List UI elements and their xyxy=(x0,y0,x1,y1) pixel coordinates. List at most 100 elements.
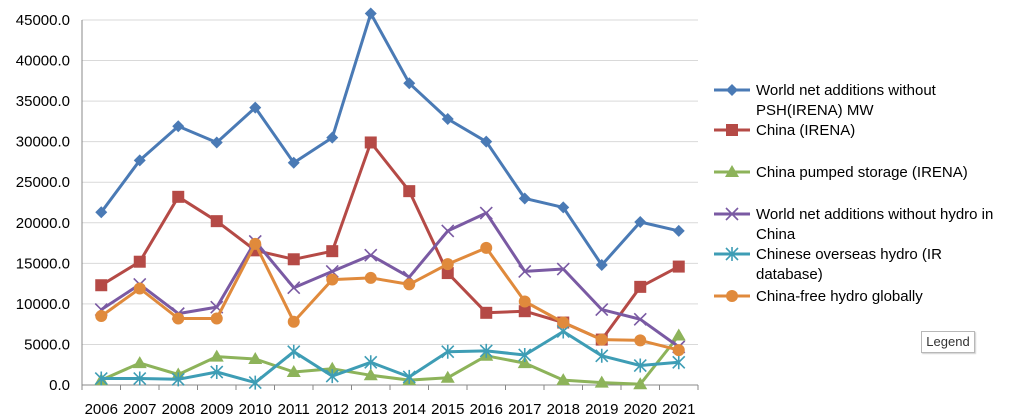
legend-marker xyxy=(725,207,739,221)
data-point xyxy=(133,282,146,295)
data-point xyxy=(441,224,455,238)
legend-label: World net additions without xyxy=(756,82,937,99)
legend-marker xyxy=(725,247,739,261)
data-point xyxy=(518,305,531,318)
y-tick-label: 45000.0 xyxy=(16,12,70,29)
y-tick-label: 15000.0 xyxy=(16,255,70,272)
legend-label: World net additions without hydro in xyxy=(756,206,993,223)
data-point xyxy=(403,278,416,291)
data-point xyxy=(479,206,493,220)
series-5 xyxy=(94,324,686,390)
legend: World net additions without PSH(IRENA) MW… xyxy=(714,82,993,305)
y-axis-ticks: 0.0 5000.0 10000.0 15000.0 20000.0 25000.0 300… xyxy=(16,12,70,394)
legend-label: Chinese overseas hydro (IR xyxy=(756,246,942,263)
x-tick-label: 2021 xyxy=(662,401,695,418)
data-point xyxy=(326,273,339,286)
legend-label: China xyxy=(756,226,796,243)
legend-button[interactable]: Legend xyxy=(921,331,975,353)
data-point xyxy=(518,264,532,279)
data-point xyxy=(594,375,609,388)
data-point xyxy=(595,258,608,271)
y-tick-label: 5000.0 xyxy=(24,336,70,353)
data-point xyxy=(210,365,224,380)
data-point xyxy=(403,185,416,198)
data-point xyxy=(171,372,185,387)
series-1 xyxy=(95,7,685,271)
x-tick-label: 2017 xyxy=(508,401,541,418)
data-point xyxy=(556,262,570,276)
data-point xyxy=(403,77,416,90)
data-point xyxy=(172,120,185,133)
data-point xyxy=(210,136,223,149)
data-point xyxy=(95,279,108,292)
data-point xyxy=(133,154,146,167)
series-6 xyxy=(95,237,685,357)
data-point xyxy=(518,347,532,362)
x-tick-label: 2018 xyxy=(547,401,580,418)
data-point xyxy=(287,156,300,169)
x-tick-label: 2008 xyxy=(162,401,195,418)
data-point xyxy=(286,365,301,378)
data-point xyxy=(209,349,224,362)
series-3 xyxy=(94,328,686,390)
legend-label: PSH(IRENA) MW xyxy=(756,102,874,119)
data-point xyxy=(363,368,378,381)
data-point xyxy=(287,281,301,295)
y-tick-label: 40000.0 xyxy=(16,53,70,70)
data-point xyxy=(634,334,647,347)
legend-label: database) xyxy=(756,266,823,283)
data-point xyxy=(364,355,378,370)
data-point xyxy=(326,245,339,258)
y-tick-label: 0.0 xyxy=(49,377,70,394)
data-point xyxy=(172,190,185,203)
y-tick-label: 20000.0 xyxy=(16,215,70,232)
data-point xyxy=(95,310,108,323)
data-point xyxy=(441,112,454,125)
data-point xyxy=(556,373,571,386)
legend-marker xyxy=(726,290,738,302)
x-axis: 2006 2007 2008 2009 2010 2011 2012 2013 2014 2015… xyxy=(81,20,699,418)
data-point xyxy=(671,328,686,341)
legend-item: China-free hydro globally xyxy=(714,288,923,305)
y-tick-label: 25000.0 xyxy=(16,174,70,191)
data-point xyxy=(633,377,648,390)
series-line xyxy=(100,141,680,342)
x-tick-label: 2009 xyxy=(200,401,233,418)
data-point xyxy=(210,312,223,325)
x-tick-label: 2016 xyxy=(470,401,503,418)
data-point xyxy=(441,267,454,280)
data-point xyxy=(132,356,147,369)
x-tick-label: 2012 xyxy=(316,401,349,418)
series-line xyxy=(100,334,680,386)
legend-label: China pumped storage (IRENA) xyxy=(756,164,968,181)
data-point xyxy=(364,7,377,20)
series-line xyxy=(100,12,680,267)
data-point xyxy=(325,369,339,384)
y-tick-label: 10000.0 xyxy=(16,296,70,313)
data-point xyxy=(518,192,531,205)
data-point xyxy=(440,370,455,383)
x-tick-label: 2020 xyxy=(624,401,657,418)
data-point xyxy=(634,280,647,293)
series-layer xyxy=(94,7,686,390)
data-point xyxy=(287,344,301,359)
legend-item: Chinese overseas hydro (IR database) xyxy=(714,246,942,283)
data-point xyxy=(133,255,146,268)
series-line xyxy=(101,330,679,385)
y-tick-label: 30000.0 xyxy=(16,134,70,151)
x-tick-label: 2011 xyxy=(278,401,310,418)
data-point xyxy=(557,201,570,214)
data-point xyxy=(95,206,108,219)
x-tick-label: 2015 xyxy=(431,401,464,418)
series-line xyxy=(100,211,680,349)
data-point xyxy=(595,348,609,363)
y-tick-label: 35000.0 xyxy=(16,93,70,110)
series-line xyxy=(100,242,680,352)
legend-item: World net additions without hydro in Chin… xyxy=(714,206,993,243)
data-point xyxy=(480,241,493,254)
data-point xyxy=(248,375,262,390)
data-point xyxy=(595,303,609,317)
legend-marker xyxy=(726,124,738,136)
x-tick-label: 2010 xyxy=(239,401,272,418)
data-point xyxy=(248,352,263,365)
